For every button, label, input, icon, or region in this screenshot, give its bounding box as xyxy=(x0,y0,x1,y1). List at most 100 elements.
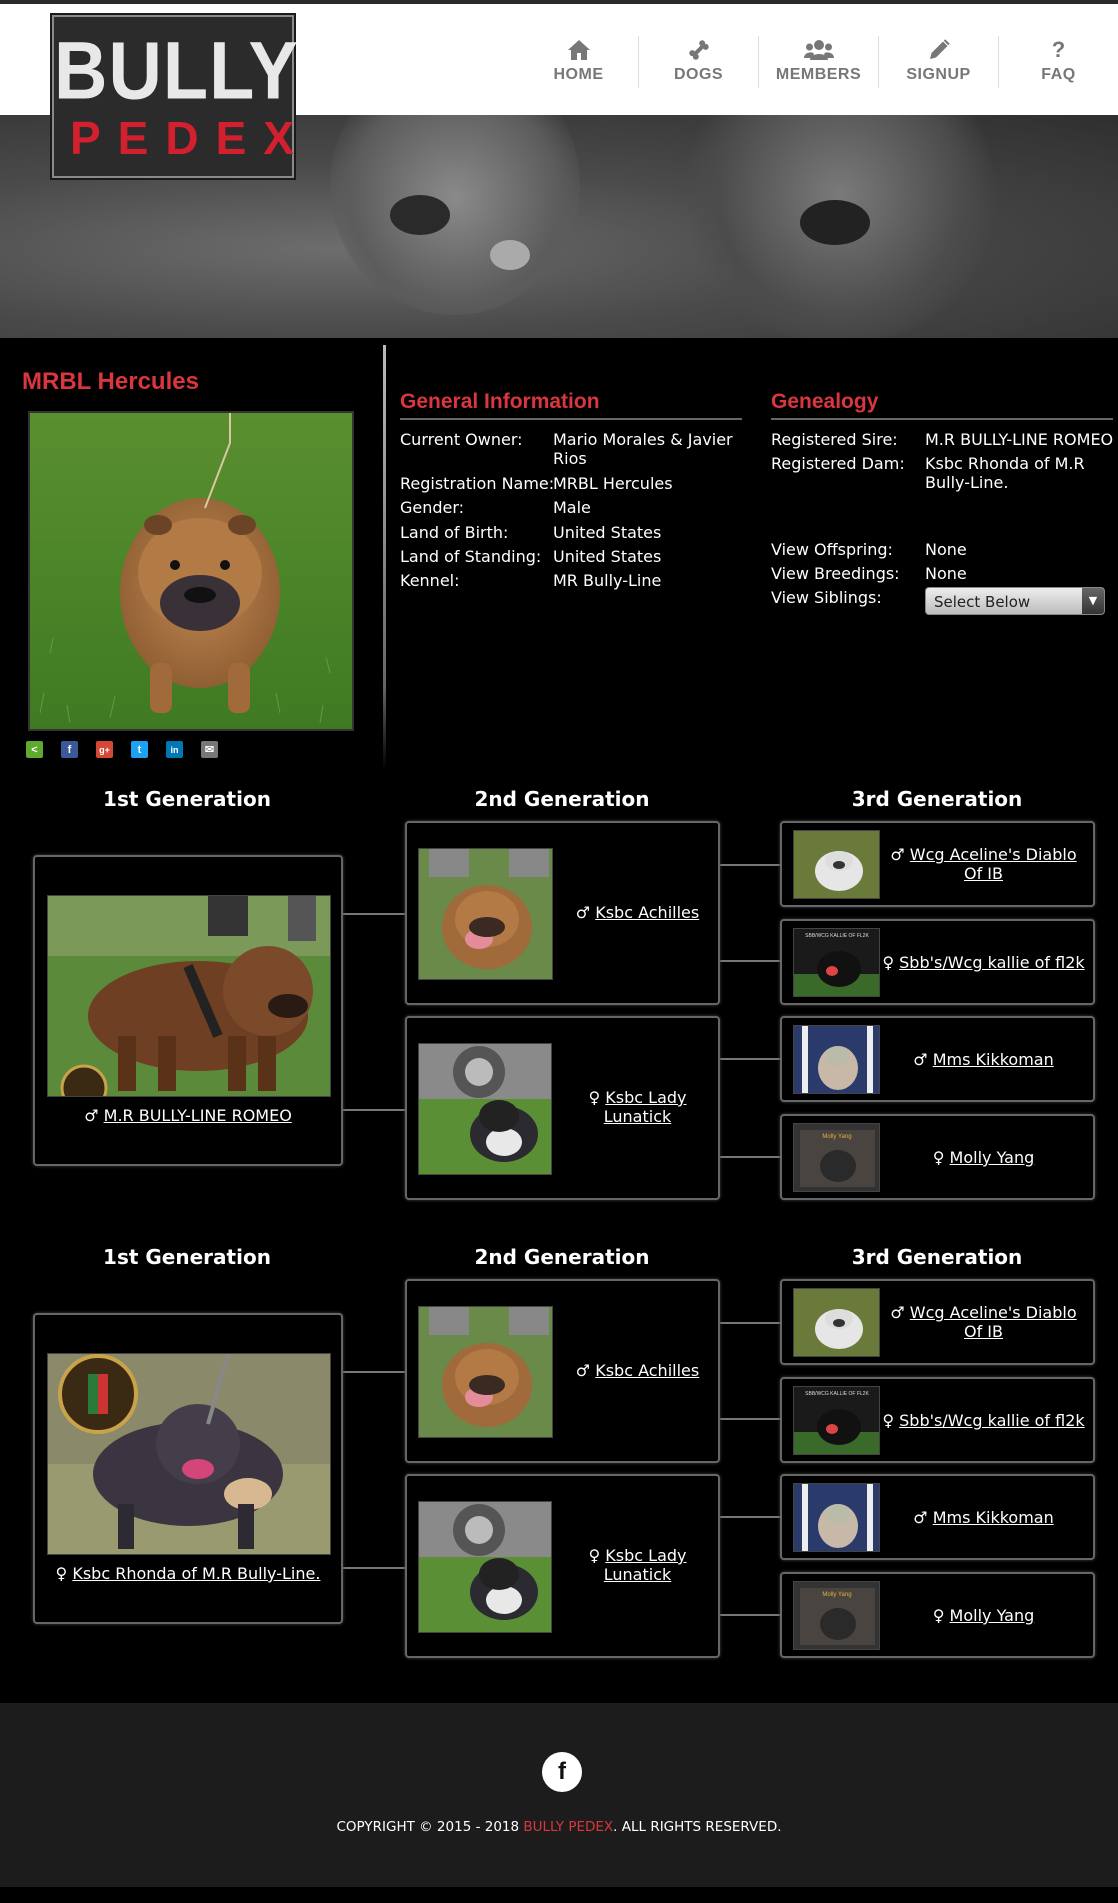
gen3-card[interactable]: SBB/WCG KALLIE OF FL2K ♀ Sbb's/Wcg kalli… xyxy=(780,1377,1095,1463)
nav-divider xyxy=(758,36,759,88)
gen3-dog-name[interactable]: Mms Kikkoman xyxy=(932,1508,1054,1527)
share-icon[interactable]: < xyxy=(26,741,43,758)
linkedin-icon[interactable]: in xyxy=(166,741,183,758)
copyright-brand-link[interactable]: BULLY PEDEX xyxy=(523,1819,614,1835)
gen3-dog-link[interactable]: ♂ Mms Kikkoman xyxy=(882,1050,1085,1069)
breedings-label: View Breedings: xyxy=(771,564,900,583)
top-bar xyxy=(0,0,1118,4)
nav-faq[interactable]: ? FAQ xyxy=(999,4,1118,115)
nav-signup[interactable]: SIGNUP xyxy=(879,4,998,115)
gen2-card[interactable]: ♂ Ksbc Achilles xyxy=(405,1279,720,1463)
birth-label: Land of Birth: xyxy=(400,523,509,542)
female-icon: ♀ xyxy=(588,1088,601,1107)
gen2-card[interactable]: ♀ Ksbc Lady Lunatick xyxy=(405,1016,720,1200)
gen2-title: 2nd Generation xyxy=(474,1245,650,1269)
reg-name-label: Registration Name: xyxy=(400,474,555,493)
standing-label: Land of Standing: xyxy=(400,547,542,566)
nav-dogs[interactable]: DOGS xyxy=(639,4,758,115)
gen3-card[interactable]: ♂ Mms Kikkoman xyxy=(780,1474,1095,1560)
gen3-dog-link[interactable]: ♀ Molly Yang xyxy=(882,1606,1085,1625)
connector xyxy=(720,1058,780,1060)
gen3-dog-link[interactable]: ♀ Sbb's/Wcg kallie of fl2k xyxy=(882,953,1085,972)
female-icon: ♀ xyxy=(932,1606,945,1625)
gen3-card[interactable]: ♂ Wcg Aceline's Diablo Of IB xyxy=(780,1279,1095,1365)
siblings-select[interactable]: Select Below ▼ xyxy=(925,587,1105,615)
gen2-dog-name[interactable]: Ksbc Achilles xyxy=(595,903,700,922)
gen2-dog-name[interactable]: Ksbc Lady Lunatick xyxy=(603,1088,687,1126)
twitter-icon[interactable]: t xyxy=(131,741,148,758)
gen2-dog-link[interactable]: ♂ Ksbc Achilles xyxy=(567,903,708,922)
gen2-dog-name[interactable]: Ksbc Lady Lunatick xyxy=(603,1546,687,1584)
gen3-dog-name[interactable]: Molly Yang xyxy=(949,1148,1035,1167)
female-icon: ♀ xyxy=(588,1546,601,1565)
gender-value: Male xyxy=(553,498,591,517)
gen2-dog-link[interactable]: ♀ Ksbc Lady Lunatick xyxy=(567,1088,708,1126)
facebook-icon[interactable]: f xyxy=(61,741,78,758)
gen3-thumb-caption: SBB/WCG KALLIE OF FL2K xyxy=(805,1391,869,1397)
dam-value[interactable]: Ksbc Rhonda of M.R Bully-Line. xyxy=(925,454,1085,492)
nav-divider xyxy=(638,36,639,88)
gen1-dog-name[interactable]: Ksbc Rhonda of M.R Bully-Line. xyxy=(72,1564,321,1583)
question-icon: ? xyxy=(1051,37,1066,62)
gen2-card[interactable]: ♀ Ksbc Lady Lunatick xyxy=(405,1474,720,1658)
gen3-card[interactable]: SBB/WCG KALLIE OF FL2K ♀ Sbb's/Wcg kalli… xyxy=(780,919,1095,1005)
dog-name-title: MRBL Hercules xyxy=(22,368,199,395)
gen3-dog-name[interactable]: Sbb's/Wcg kallie of fl2k xyxy=(899,1411,1085,1430)
gen3-dog-link[interactable]: ♀ Molly Yang xyxy=(882,1148,1085,1167)
breedings-value: None xyxy=(925,564,967,583)
sire-value[interactable]: M.R BULLY-LINE ROMEO xyxy=(925,430,1114,449)
offspring-value: None xyxy=(925,540,967,559)
gen3-dog-name[interactable]: Sbb's/Wcg kallie of fl2k xyxy=(899,953,1085,972)
gen3-dog-link[interactable]: ♀ Sbb's/Wcg kallie of fl2k xyxy=(882,1411,1085,1430)
gen1-dog-name[interactable]: M.R BULLY-LINE ROMEO xyxy=(103,1106,292,1125)
male-icon: ♂ xyxy=(84,1106,99,1125)
gen3-dog-link[interactable]: ♂ Mms Kikkoman xyxy=(882,1508,1085,1527)
gen3-card[interactable]: Molly Yang ♀ Molly Yang xyxy=(780,1572,1095,1658)
gen1-dog-link[interactable]: ♂ M.R BULLY-LINE ROMEO xyxy=(35,1106,341,1125)
pencil-icon xyxy=(879,38,998,62)
dog-photo[interactable] xyxy=(28,411,354,731)
gen1-photo xyxy=(47,1353,331,1555)
gen1-photo xyxy=(47,895,331,1097)
google-plus-icon[interactable]: g+ xyxy=(96,741,113,758)
gen2-dog-link[interactable]: ♂ Ksbc Achilles xyxy=(567,1361,708,1380)
nav-home[interactable]: HOME xyxy=(519,4,638,115)
gen3-photo xyxy=(793,1288,880,1357)
nav-members[interactable]: MEMBERS xyxy=(759,4,878,115)
gen2-photo xyxy=(418,848,553,980)
copyright-prefix: COPYRIGHT © 2015 - 2018 xyxy=(336,1819,524,1835)
gen3-thumb-caption: SBB/WCG KALLIE OF FL2K xyxy=(805,933,869,939)
gen3-dog-name[interactable]: Mms Kikkoman xyxy=(932,1050,1054,1069)
share-bar: < f g+ t in ✉ xyxy=(26,741,218,758)
gen3-card[interactable]: Molly Yang ♀ Molly Yang xyxy=(780,1114,1095,1200)
female-icon: ♀ xyxy=(882,953,895,972)
gen3-dog-name[interactable]: Molly Yang xyxy=(949,1606,1035,1625)
home-icon xyxy=(519,38,638,62)
standing-value: United States xyxy=(553,547,662,566)
hero-dog-tongue xyxy=(490,240,530,270)
gen3-dog-name[interactable]: Wcg Aceline's Diablo Of IB xyxy=(909,845,1077,883)
facebook-icon[interactable]: f xyxy=(542,1752,582,1792)
gen1-card[interactable]: ♀ Ksbc Rhonda of M.R Bully-Line. xyxy=(33,1313,343,1624)
gen2-dog-name[interactable]: Ksbc Achilles xyxy=(595,1361,700,1380)
gen1-dog-link[interactable]: ♀ Ksbc Rhonda of M.R Bully-Line. xyxy=(35,1564,341,1583)
gen1-card[interactable]: ♂ M.R BULLY-LINE ROMEO xyxy=(33,855,343,1166)
gender-label: Gender: xyxy=(400,498,465,517)
gen3-title: 3rd Generation xyxy=(851,787,1023,811)
gen3-card[interactable]: ♂ Wcg Aceline's Diablo Of IB xyxy=(780,821,1095,907)
gen2-card[interactable]: ♂ Ksbc Achilles xyxy=(405,821,720,1005)
connector xyxy=(720,1418,780,1420)
gen3-dog-link[interactable]: ♂ Wcg Aceline's Diablo Of IB xyxy=(882,845,1085,883)
dam-label: Registered Dam: xyxy=(771,454,905,473)
gen2-dog-link[interactable]: ♀ Ksbc Lady Lunatick xyxy=(567,1546,708,1584)
connector xyxy=(720,1322,780,1324)
gen3-card[interactable]: ♂ Mms Kikkoman xyxy=(780,1016,1095,1102)
gen3-dog-name[interactable]: Wcg Aceline's Diablo Of IB xyxy=(909,1303,1077,1341)
logo[interactable]: BULLY PEDEX xyxy=(52,15,298,178)
gen1-title: 1st Generation xyxy=(103,787,271,811)
general-info-title: General Information xyxy=(400,390,600,413)
gen3-dog-link[interactable]: ♂ Wcg Aceline's Diablo Of IB xyxy=(882,1303,1085,1341)
connector xyxy=(720,864,780,866)
male-icon: ♂ xyxy=(913,1508,928,1527)
email-icon[interactable]: ✉ xyxy=(201,741,218,758)
